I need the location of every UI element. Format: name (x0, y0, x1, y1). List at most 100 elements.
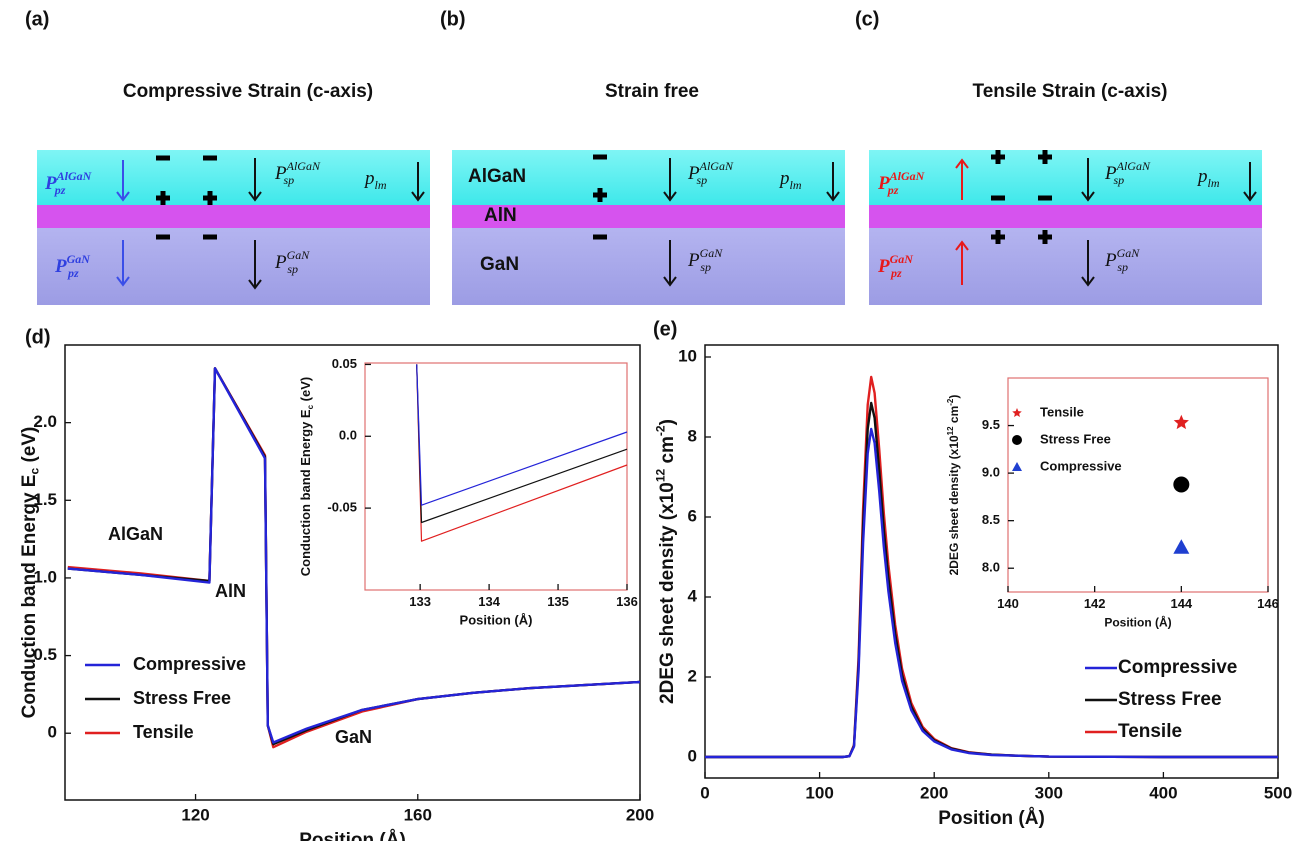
plus-charge (597, 188, 603, 202)
minus-charge (1038, 195, 1052, 201)
panel-label: (b) (440, 8, 466, 30)
plot-frame (1007, 377, 1269, 593)
x-tick-label: 300 (1035, 784, 1063, 803)
panel-label: (c) (855, 8, 879, 30)
algan-layer (37, 150, 430, 205)
gan-layer (452, 228, 845, 305)
symbol-base: p (1196, 166, 1208, 187)
x-tick-label: 0 (700, 784, 709, 803)
y-tick-label: 1.0 (33, 567, 57, 586)
plus-charge (995, 230, 1001, 244)
algan-layer (869, 150, 1262, 205)
symbol-sub: lm (790, 178, 802, 192)
minus-charge (156, 155, 170, 161)
symbol-sub: sp (283, 173, 294, 187)
layer-stacks (37, 150, 1262, 305)
symbol-sub: sp (696, 173, 707, 187)
legend-swatch (1012, 462, 1022, 471)
legend-swatch (1012, 435, 1022, 445)
symbol-sub: sp (287, 262, 298, 276)
x-tick-label: 200 (920, 784, 948, 803)
legend-label: Tensile (133, 722, 194, 742)
series-line (705, 427, 1278, 759)
y-tick-label: 2.0 (33, 412, 57, 431)
y-axis-label: Conduction band Energy Ec (eV) (19, 427, 42, 719)
y-tick-label: 0 (48, 723, 57, 742)
symbol-sup: GaN (700, 246, 724, 260)
polarization-arrow (116, 240, 130, 287)
x-axis-label: Position (Å) (460, 613, 533, 628)
y-label-part: ) (657, 419, 678, 425)
legend-label: Tensile (1118, 721, 1182, 742)
symbol-base: P (877, 173, 890, 194)
symbol-sup: AlGaN (1116, 159, 1151, 173)
annotation: AlN (215, 581, 246, 601)
y-tick-label: 6 (688, 506, 697, 525)
x-tick-label: 500 (1264, 784, 1292, 803)
symbol-sup: GaN (1117, 246, 1141, 260)
y-label-part: Conduction band Energy E (19, 475, 40, 719)
polarization-symbol: PGaN sp (274, 248, 310, 276)
polarization-arrow (116, 160, 130, 202)
legend-label: Stress Free (133, 688, 231, 708)
legend-label: Tensile (1040, 404, 1084, 419)
polarization-arrow (663, 158, 677, 202)
polarization-symbol: PAlGaN pz (877, 169, 926, 197)
scatter-point (1173, 414, 1189, 430)
minus-charge (593, 234, 607, 240)
y-label-part: 12 (654, 468, 668, 482)
symbol-sup: AlGaN (889, 169, 926, 183)
y-label-part: -2 (654, 425, 668, 436)
symbol-sub: sp (1113, 173, 1124, 187)
x-tick-label: 140 (997, 596, 1019, 611)
y-tick-label: 9.5 (982, 417, 1000, 432)
y-tick-label: 8.0 (982, 560, 1000, 575)
symbol-sub: lm (1208, 176, 1220, 190)
x-tick-label: 200 (626, 806, 654, 825)
y-label-part: cm (947, 406, 961, 427)
y-label-part: cm (657, 436, 678, 469)
symbol-base: P (687, 163, 700, 184)
symbol-sup: AlGaN (286, 159, 321, 173)
polarization-symbol: PGaN pz (877, 252, 914, 280)
plus-charge (160, 191, 166, 205)
y-label-part: (eV) (298, 377, 313, 405)
plus-charge (995, 150, 1001, 164)
y-tick-label: 8 (688, 426, 697, 445)
panel-label: (a) (25, 8, 49, 30)
y-tick-label: -0.05 (327, 500, 357, 515)
polarization-arrow (248, 158, 262, 202)
y-tick-label: 2 (688, 666, 697, 685)
aln-layer (37, 205, 430, 228)
polarization-arrow (1243, 162, 1257, 202)
scatter-point (1173, 539, 1190, 554)
minus-charge (593, 154, 607, 160)
symbol-sup: AlGaN (56, 169, 93, 183)
minus-charge (991, 195, 1005, 201)
polarization-arrow (1081, 240, 1095, 287)
symbol-base: P (1104, 250, 1117, 271)
y-tick-label: 0.05 (332, 356, 357, 371)
y-tick-label: 8.5 (982, 512, 1000, 527)
series-line (416, 364, 628, 506)
symbol-base: P (274, 163, 287, 184)
x-tick-label: 135 (547, 594, 569, 609)
x-tick-label: 400 (1149, 784, 1177, 803)
symbol-base: p (778, 168, 790, 189)
scatter-point (1173, 476, 1190, 493)
y-label-part: 2DEG sheet density (x10 (947, 435, 961, 575)
symbol-base: P (274, 252, 287, 273)
polarization-symbol: PGaN sp (687, 246, 723, 274)
polarization-arrow (826, 162, 840, 202)
symbol-sup: GaN (890, 252, 915, 266)
layer-label: AlGaN (468, 166, 526, 187)
x-tick-label: 136 (616, 594, 638, 609)
legend-label: Stress Free (1118, 689, 1222, 710)
annotation: GaN (335, 727, 372, 747)
y-axis-label: 2DEG sheet density (x1012 cm-2) (946, 395, 961, 576)
gan-layer (37, 228, 430, 305)
x-tick-label: 146 (1257, 596, 1279, 611)
symbol-sup: GaN (287, 248, 311, 262)
y-label-part: 2DEG sheet density (x10 (657, 482, 678, 704)
gan-layer (869, 228, 1262, 305)
